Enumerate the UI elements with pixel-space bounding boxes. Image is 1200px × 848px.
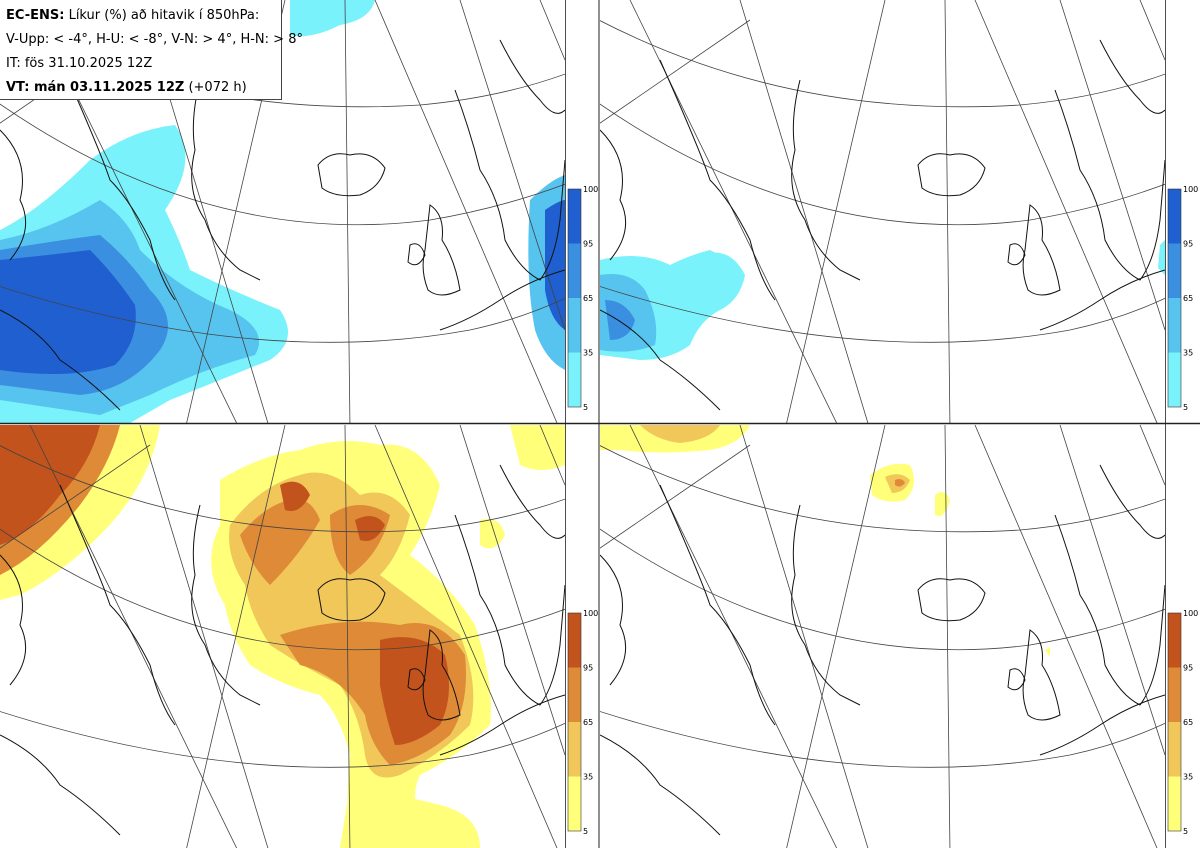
initial-time: IT: fös 31.10.2025 12Z bbox=[6, 56, 153, 71]
colorbar-bottom-left: 100 95 65 35 5 bbox=[567, 609, 598, 836]
colorbar-tick-label: 100 bbox=[583, 609, 598, 618]
colorbar-tick-label: 100 bbox=[583, 185, 598, 194]
colorbar-segment bbox=[568, 243, 581, 298]
colorbar-segment bbox=[1168, 667, 1181, 722]
colorbar-segment bbox=[568, 189, 581, 244]
colorbar-tick-label: 5 bbox=[1183, 403, 1188, 412]
plot-title: Líkur (%) að hitavik í 850hPa: bbox=[64, 8, 260, 23]
colorbar-tick-label: 5 bbox=[583, 403, 588, 412]
colorbar-top-right: 100 95 65 35 5 bbox=[1167, 185, 1198, 412]
colorbar-segment bbox=[1168, 243, 1181, 298]
colorbar-segment bbox=[1168, 776, 1181, 831]
cold-area-north bbox=[290, 0, 375, 37]
colorbar-segment bbox=[568, 613, 581, 668]
colorbar-segment bbox=[568, 352, 581, 407]
colorbar-tick-label: 65 bbox=[1183, 718, 1193, 727]
lead-time: (+072 h) bbox=[184, 80, 247, 95]
colorbar-tick-label: 5 bbox=[583, 827, 588, 836]
cold-area-east-core bbox=[545, 200, 565, 330]
colorbar-tick-label: 35 bbox=[1183, 773, 1193, 782]
panel-h-u bbox=[600, 0, 1165, 423]
colorbar-tick-label: 5 bbox=[1183, 827, 1188, 836]
colorbar-tick-label: 95 bbox=[1183, 664, 1193, 673]
colorbar-frame bbox=[567, 188, 582, 408]
panel-v-upp bbox=[0, 0, 565, 423]
panel-v-n bbox=[0, 425, 565, 848]
colorbar-tick-label: 35 bbox=[1183, 349, 1193, 358]
colorbar-tick-label: 35 bbox=[583, 349, 593, 358]
cold-area-95 bbox=[0, 250, 136, 374]
colorbar-segment bbox=[568, 776, 581, 831]
colorbar-segment bbox=[1168, 298, 1181, 353]
colorbar-segment bbox=[1168, 189, 1181, 244]
colorbar-tick-label: 95 bbox=[583, 240, 593, 249]
colorbar-segment bbox=[568, 667, 581, 722]
colorbar-segment bbox=[568, 298, 581, 353]
colorbar-tick-label: 65 bbox=[1183, 294, 1193, 303]
colorbar-tick-label: 65 bbox=[583, 294, 593, 303]
cold-area-65 bbox=[605, 300, 635, 340]
colorbar-tick-label: 95 bbox=[1183, 240, 1193, 249]
colorbar-tick-label: 100 bbox=[1183, 185, 1198, 194]
colorbar-tick-label: 95 bbox=[583, 664, 593, 673]
colorbar-bottom-right: 100 95 65 35 5 bbox=[1167, 609, 1198, 836]
colorbar-frame bbox=[567, 612, 582, 832]
colorbar-tick-label: 35 bbox=[583, 773, 593, 782]
colorbar-frame bbox=[1167, 188, 1182, 408]
colorbar-segment bbox=[1168, 722, 1181, 777]
threshold-legend: V-Upp: < -4°, H-U: < -8°, V-N: > 4°, H-N… bbox=[6, 32, 303, 47]
colorbar-segment bbox=[1168, 613, 1181, 668]
colorbars: 100 95 65 35 5 100 95 65 35 5 100 95 65 35 5 100 95 65 35 5 bbox=[567, 185, 1198, 836]
panel-h-n bbox=[600, 425, 1165, 848]
model-label: EC-ENS: bbox=[6, 8, 65, 23]
info-box: EC-ENS: Líkur (%) að hitavik í 850hPa: V… bbox=[0, 0, 303, 100]
colorbar-tick-label: 100 bbox=[1183, 609, 1198, 618]
colorbar-segment bbox=[568, 722, 581, 777]
valid-time: VT: mán 03.11.2025 12Z bbox=[6, 80, 185, 95]
colorbar-frame bbox=[1167, 612, 1182, 832]
colorbar-tick-label: 65 bbox=[583, 718, 593, 727]
colorbar-top-left: 100 95 65 35 5 bbox=[567, 185, 598, 412]
colorbar-segment bbox=[1168, 352, 1181, 407]
